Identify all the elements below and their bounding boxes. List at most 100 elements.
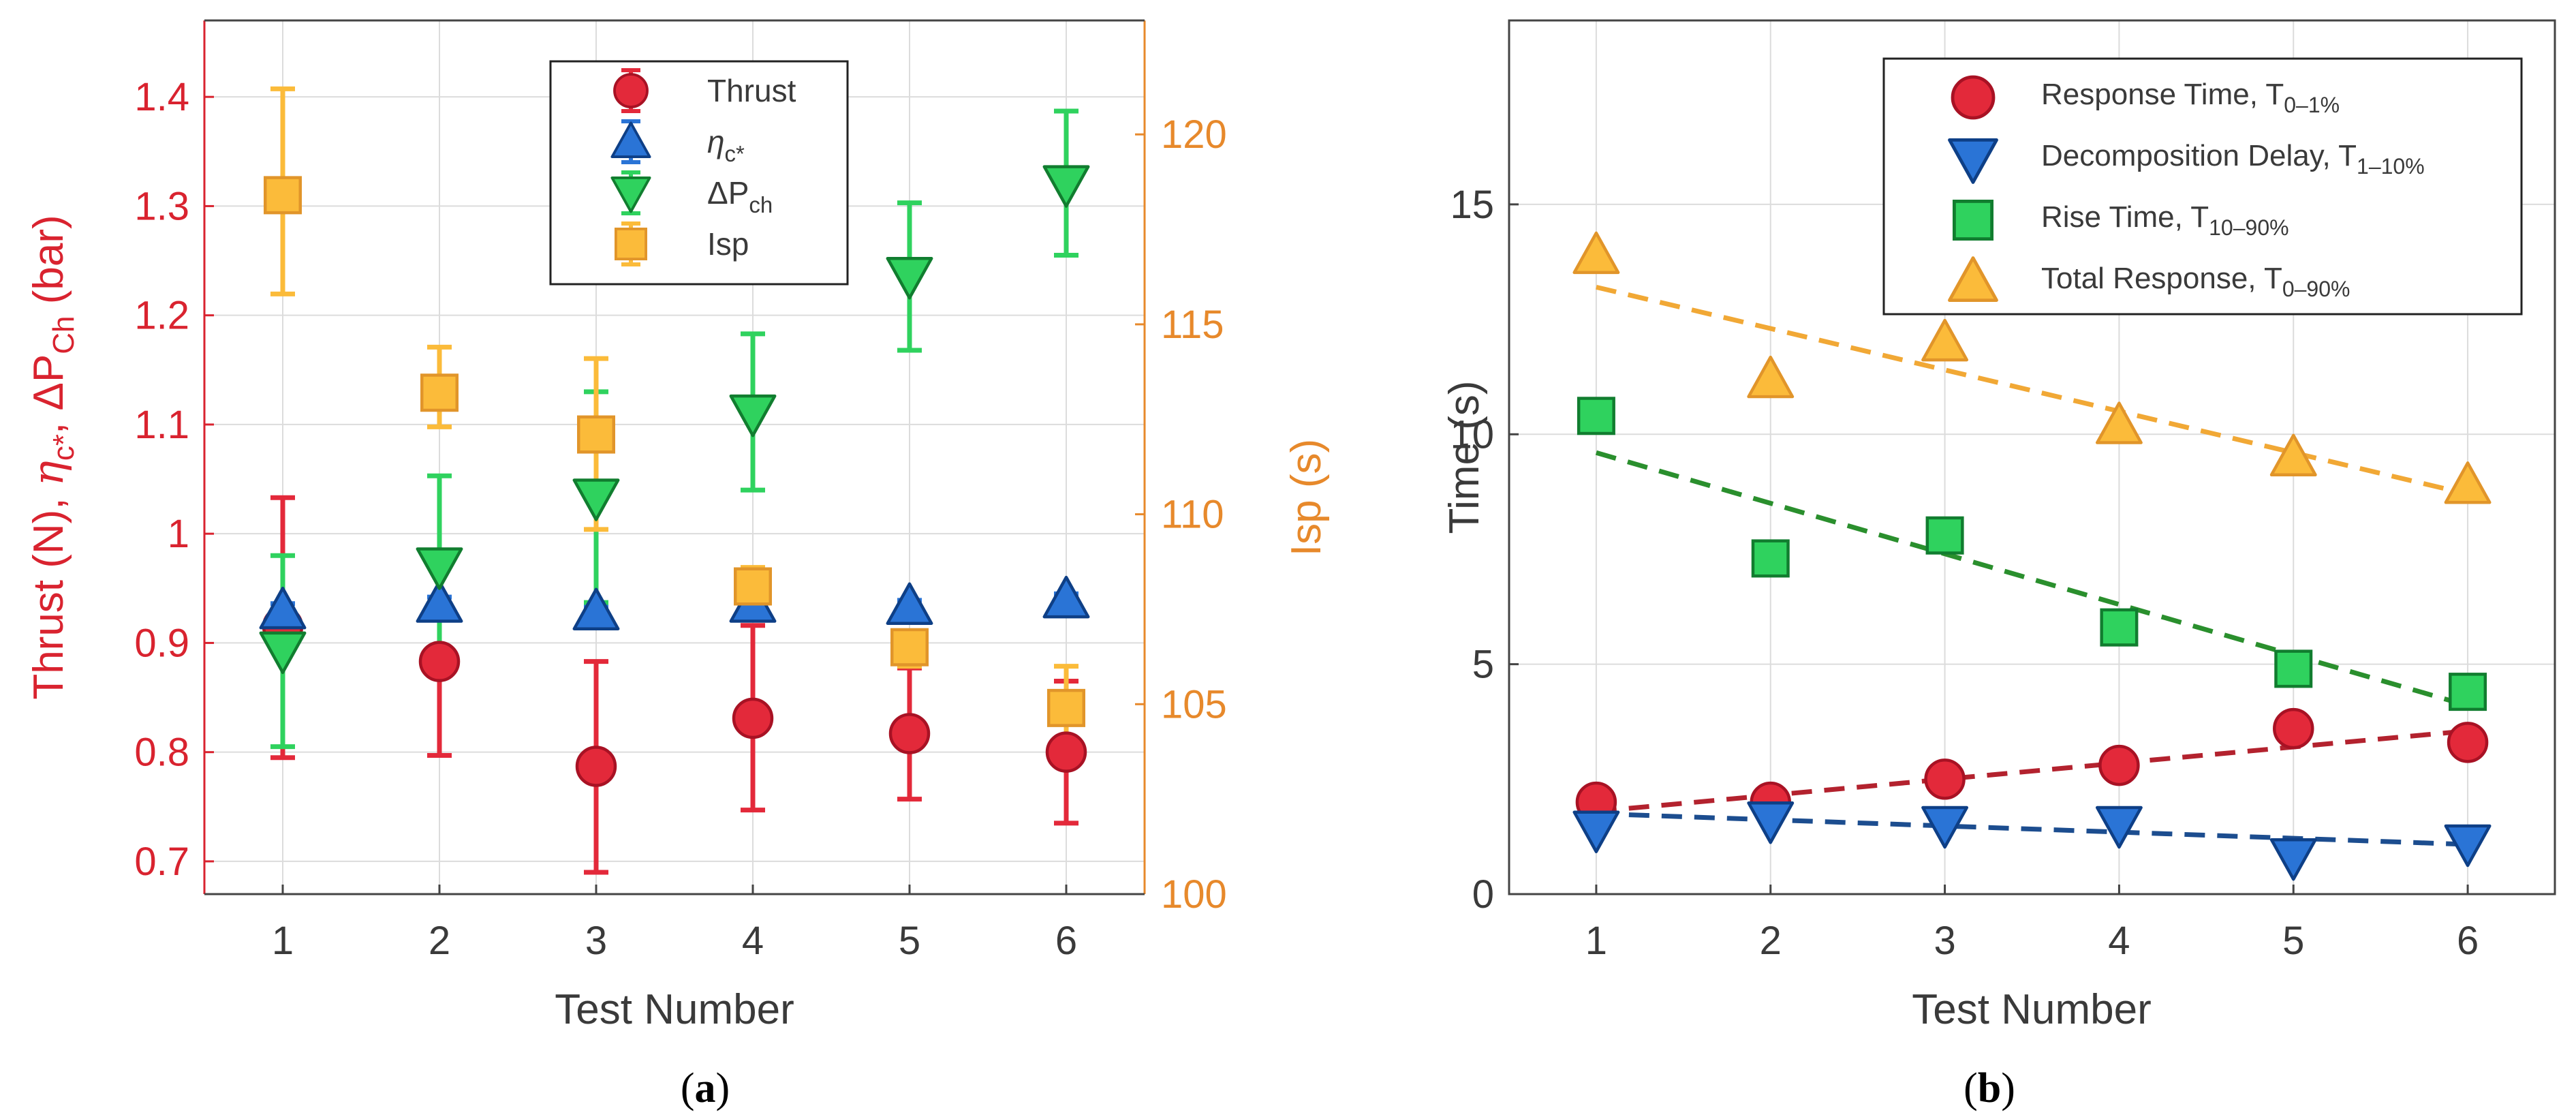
trend-line-total-response bbox=[1596, 284, 2468, 497]
panel-b-axes bbox=[1508, 19, 2556, 895]
y-tick-label: 1.3 bbox=[134, 184, 189, 228]
y-tick-label: 1.2 bbox=[134, 294, 189, 338]
x-tick-label: 3 bbox=[585, 919, 607, 963]
data-point-total-response bbox=[2269, 433, 2317, 477]
y-tick-label: 1 bbox=[168, 512, 189, 556]
panel-b: 1 2 3 4 5 6 0 5 10 15 Test Number Time (s) Respon… bbox=[1441, 19, 2556, 1112]
y-tick-label: 0.8 bbox=[134, 731, 189, 775]
y-tick-label: 1.4 bbox=[134, 75, 189, 119]
x-tick-label: 1 bbox=[1585, 919, 1607, 963]
panel-b-legend: Response Time, T0–1% Decomposition Delay,… bbox=[1882, 57, 2523, 316]
legend-label-rise-time: Rise Time, T10–90% bbox=[2041, 200, 2289, 240]
legend-marker-response-time bbox=[1951, 75, 1996, 120]
trend-line-decomposition-delay bbox=[1596, 811, 2468, 847]
panel-b-tick-labels: 1 2 3 4 5 6 0 5 10 15 bbox=[1450, 183, 2479, 963]
data-point-decomposition-delay bbox=[2095, 806, 2143, 849]
data-point-p bbox=[1042, 165, 1090, 208]
data-point-series bbox=[1042, 575, 1090, 619]
panel-a-y2label: Isp (s) bbox=[1283, 439, 1330, 556]
y-tick-label: 1.1 bbox=[134, 403, 189, 447]
data-point-p bbox=[416, 547, 463, 590]
y2-tick-label: 105 bbox=[1161, 682, 1227, 726]
y-tick-label: 5 bbox=[1472, 643, 1494, 687]
data-point-p bbox=[729, 394, 777, 438]
panel-a-legend-items: Thrust ηc* ΔPch Isp bbox=[610, 68, 796, 266]
panel-a-ylabel: Thrust (N), ηc*, ΔPCh (bar) bbox=[23, 215, 80, 699]
x-tick-label: 4 bbox=[742, 919, 764, 963]
y2-tick-label: 100 bbox=[1161, 872, 1227, 917]
x-tick-label: 6 bbox=[2457, 919, 2479, 963]
data-point-rise-time bbox=[2449, 673, 2487, 711]
y2-tick-label: 115 bbox=[1161, 303, 1224, 347]
y2-tick-label: 110 bbox=[1161, 493, 1224, 537]
panel-b-ylabel: Time (s) bbox=[1441, 381, 1488, 534]
x-tick-label: 1 bbox=[272, 919, 294, 963]
legend-label-p: ΔPch bbox=[707, 175, 773, 217]
data-point-decomposition-delay bbox=[1747, 801, 1795, 844]
x-tick-label: 5 bbox=[899, 919, 920, 963]
x-tick-label: 5 bbox=[2282, 919, 2304, 963]
data-point-response-time bbox=[2273, 707, 2314, 750]
data-point-decomposition-delay bbox=[2444, 824, 2492, 868]
legend-label-decomposition-delay: Decomposition Delay, T1–10% bbox=[2041, 139, 2425, 179]
data-point-rise-time bbox=[1751, 539, 1790, 578]
data-point-p bbox=[572, 478, 620, 521]
data-point-rise-time bbox=[1577, 397, 1615, 435]
data-point-total-response bbox=[1921, 318, 1969, 362]
data-point-thrust bbox=[575, 746, 617, 787]
legend-marker-series bbox=[610, 121, 651, 159]
x-tick-label: 3 bbox=[1934, 919, 1955, 963]
legend-marker-p bbox=[610, 177, 651, 213]
y-tick-label: 10 bbox=[1450, 412, 1494, 457]
data-point-isp bbox=[733, 567, 772, 606]
data-point-thrust bbox=[888, 713, 931, 754]
data-point-rise-time bbox=[2100, 608, 2139, 647]
legend-label-total-response: Total Response, T0–90% bbox=[2041, 262, 2350, 301]
legend-label-series: ηc* bbox=[707, 124, 745, 166]
data-point-decomposition-delay bbox=[1921, 806, 1969, 849]
panel-a-markers bbox=[259, 165, 1090, 787]
y-tick-label: 0.7 bbox=[134, 840, 189, 884]
panel-a-label: (a) bbox=[681, 1065, 730, 1112]
trend-line-rise-time bbox=[1595, 450, 2469, 708]
y-tick-label: 0 bbox=[1472, 872, 1494, 917]
legend-marker-rise-time bbox=[1952, 199, 1993, 241]
legend-marker-decomposition-delay bbox=[1948, 138, 1998, 184]
data-point-total-response bbox=[2095, 401, 2143, 444]
data-point-isp bbox=[576, 415, 615, 454]
legend-marker-isp bbox=[614, 228, 647, 261]
data-point-response-time bbox=[1924, 758, 1966, 800]
panel-a: 1 2 3 4 5 6 0.7 0.8 0.9 1 1.1 1.2 1.3 1.4 100 105 110 115… bbox=[23, 19, 1330, 1112]
y2-tick-label: 120 bbox=[1161, 112, 1227, 157]
panel-a-legend-box bbox=[549, 60, 849, 286]
data-point-series bbox=[572, 587, 620, 630]
data-point-total-response bbox=[1747, 355, 1795, 399]
panel-a-xlabel: Test Number bbox=[555, 986, 794, 1033]
plot-frame bbox=[1508, 19, 2556, 895]
data-point-decomposition-delay bbox=[1572, 810, 1620, 853]
data-point-isp bbox=[890, 628, 929, 666]
data-point-rise-time bbox=[1925, 516, 1964, 555]
data-point-isp bbox=[420, 373, 459, 412]
x-tick-label: 4 bbox=[2108, 919, 2130, 963]
panel-b-xlabel: Test Number bbox=[1912, 986, 2151, 1033]
panel-b-trend-lines bbox=[1595, 284, 2469, 847]
legend-label-response-time: Response Time, T0–1% bbox=[2041, 78, 2340, 117]
x-tick-label: 2 bbox=[429, 919, 450, 963]
data-point-total-response bbox=[1572, 231, 1620, 275]
panel-b-markers bbox=[1572, 231, 2492, 881]
y-tick-label: 15 bbox=[1450, 183, 1494, 227]
panel-b-legend-items: Response Time, T0–1% Decomposition Delay,… bbox=[1948, 75, 2425, 303]
panel-a-legend: Thrust ηc* ΔPch Isp bbox=[549, 60, 849, 286]
data-point-isp bbox=[263, 176, 302, 215]
trend-line-response-time bbox=[1596, 728, 2468, 814]
data-point-thrust bbox=[418, 641, 461, 682]
panel-a-axes bbox=[203, 19, 1146, 895]
data-point-total-response bbox=[2444, 461, 2492, 504]
data-point-series bbox=[416, 580, 463, 623]
panel-a-tick-labels: 1 2 3 4 5 6 0.7 0.8 0.9 1 1.1 1.2 1.3 1.4 100 105 110 115… bbox=[134, 75, 1226, 963]
legend-marker-total-response bbox=[1948, 256, 1998, 303]
data-point-series bbox=[259, 586, 307, 630]
panel-b-label: (b) bbox=[1964, 1065, 2015, 1112]
legend-label-isp: Isp bbox=[707, 226, 749, 262]
